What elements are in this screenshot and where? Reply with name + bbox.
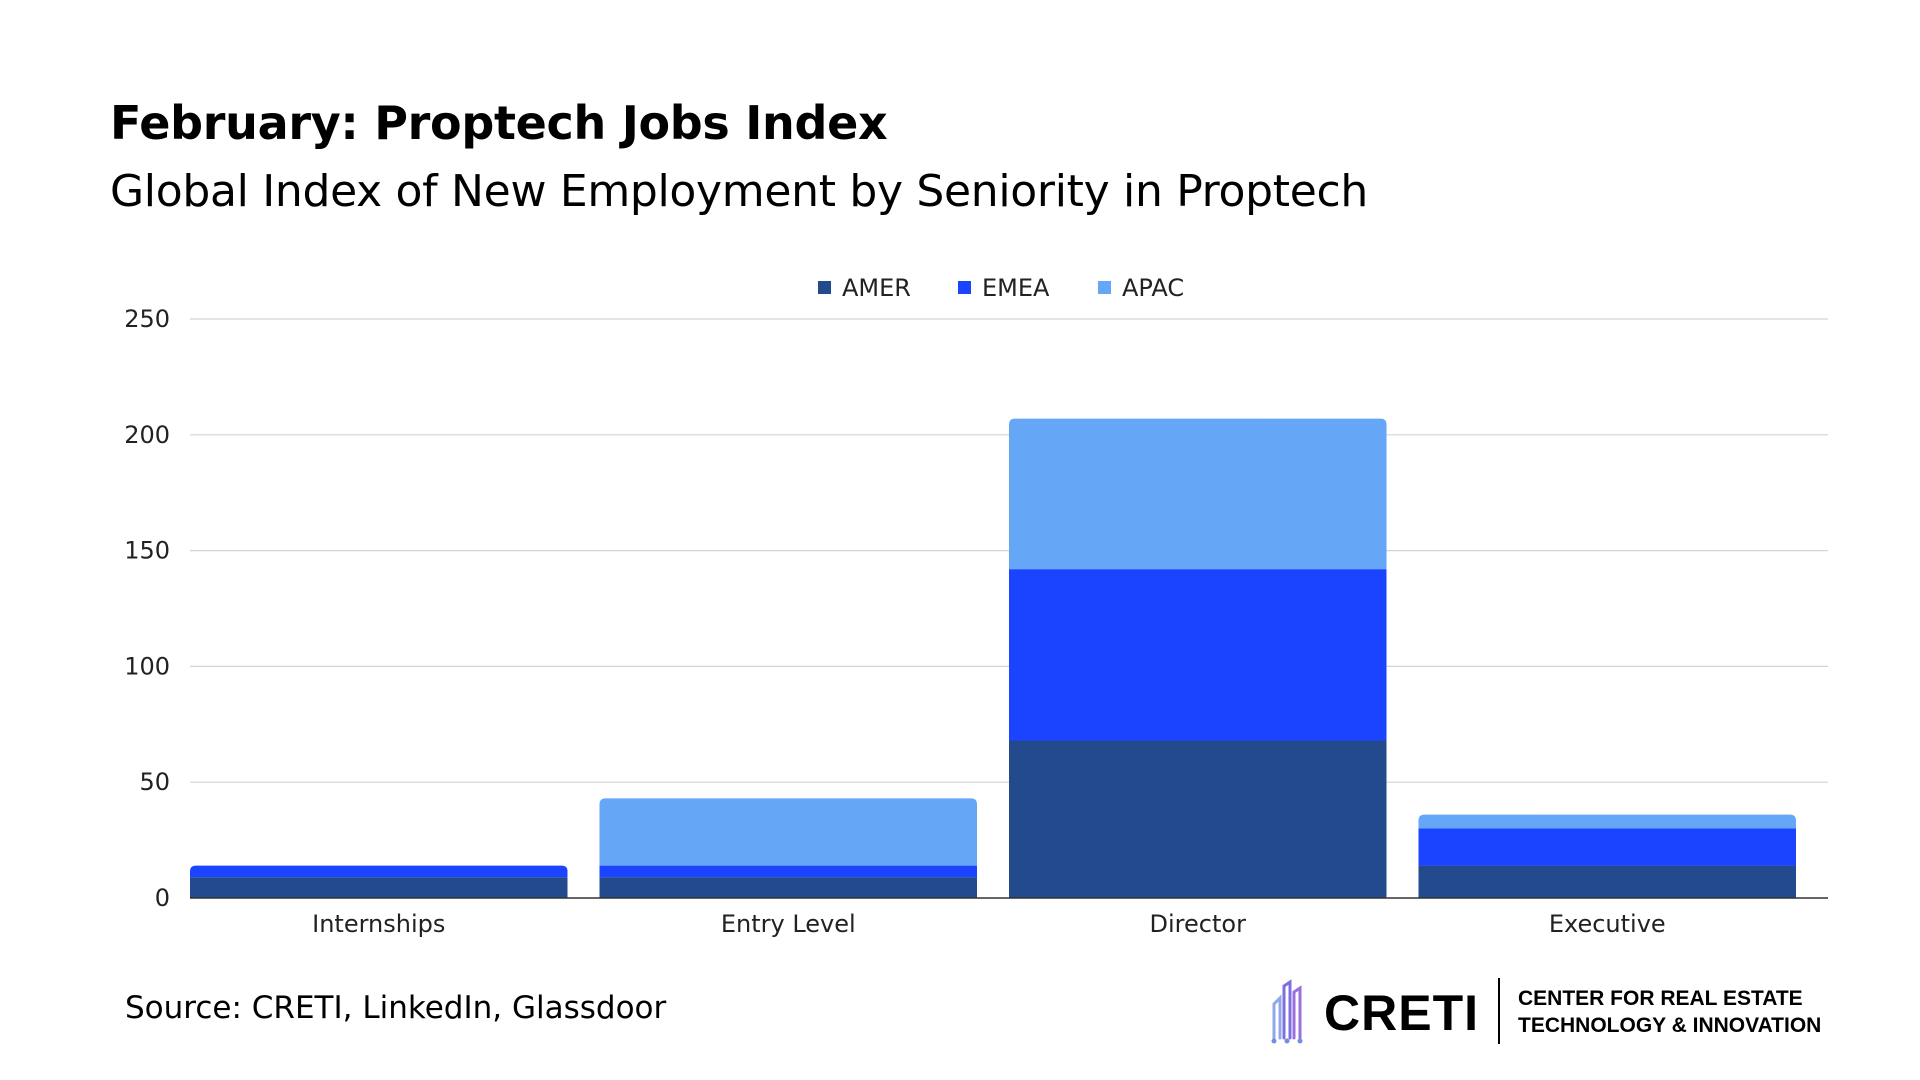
- bar-segment: [599, 865, 977, 878]
- y-tick-label: 150: [124, 537, 170, 565]
- y-tick-label: 100: [124, 652, 170, 680]
- y-tick-label: 200: [124, 421, 170, 449]
- x-tick-label: Executive: [1549, 910, 1666, 938]
- legend-swatch: [958, 281, 971, 294]
- x-tick-label: Internships: [312, 910, 445, 938]
- bar-segment: [1418, 828, 1796, 866]
- bar-segment: [599, 877, 977, 898]
- bar-segment: [1009, 740, 1387, 898]
- logo-tagline-line2: TECHNOLOGY & INNOVATION: [1518, 1014, 1822, 1037]
- legend-label: APAC: [1122, 274, 1184, 302]
- x-tick-label: Entry Level: [721, 910, 856, 938]
- bar-segment: [190, 865, 568, 878]
- bar-segment: [1418, 865, 1796, 898]
- legend-label: AMER: [842, 274, 911, 302]
- bar-segment: [190, 877, 568, 898]
- bar-segment: [1009, 569, 1387, 741]
- bar-segment: [1418, 814, 1796, 829]
- bar-segment: [1009, 418, 1387, 570]
- logo-divider: [1498, 978, 1500, 1044]
- legend-swatch: [1098, 281, 1111, 294]
- y-tick-label: 0: [155, 884, 170, 912]
- bar-segment: [599, 798, 977, 866]
- y-tick-label: 50: [139, 768, 170, 796]
- x-tick-label: Director: [1150, 910, 1247, 938]
- y-tick-label: 250: [124, 305, 170, 333]
- chart-title: February: Proptech Jobs Index: [110, 96, 888, 150]
- chart-subtitle: Global Index of New Employment by Senior…: [110, 166, 1368, 217]
- legend-swatch: [818, 281, 831, 294]
- creti-logo-icon: [1271, 979, 1303, 1044]
- logo-tagline-line1: CENTER FOR REAL ESTATE: [1518, 987, 1803, 1010]
- logo-name: CRETI: [1324, 985, 1479, 1041]
- source-note: Source: CRETI, LinkedIn, Glassdoor: [125, 990, 667, 1026]
- stacked-bar-chart: 0 50 100 150 200 250 Internships Entry Level Dir…: [124, 274, 1828, 938]
- legend-label: EMEA: [982, 274, 1050, 302]
